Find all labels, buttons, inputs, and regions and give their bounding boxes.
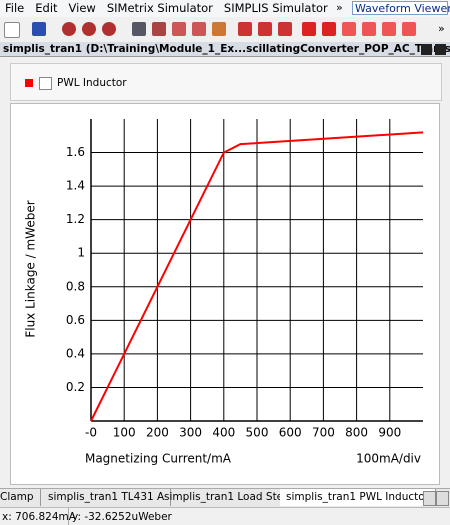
y-tick-label: 1.2 xyxy=(66,212,85,226)
menu-item[interactable]: Edit xyxy=(35,1,58,15)
tool-rms[interactable] xyxy=(342,22,356,36)
tab-scroll-right[interactable] xyxy=(436,491,449,506)
y-tick-label: 0.2 xyxy=(66,380,85,394)
tool-fall[interactable] xyxy=(322,22,336,36)
y-tick-label: 1 xyxy=(77,246,85,260)
tool-zoom-out[interactable] xyxy=(82,22,96,36)
tab[interactable]: Clamp xyxy=(0,489,41,506)
y-tick-label: 1.6 xyxy=(66,145,85,159)
tool-view[interactable] xyxy=(132,22,146,36)
status-x: x: 706.824mA xyxy=(2,511,76,523)
title-close-button[interactable] xyxy=(435,44,446,55)
toolbar-overflow[interactable]: » xyxy=(438,22,445,35)
x-tick-label: 400 xyxy=(212,426,235,440)
tool-rise[interactable] xyxy=(302,22,316,36)
tool-new[interactable] xyxy=(4,22,20,38)
chart: -0 100 200 300 400 500 600 700 800 900 0.2 0.4 0.6 0.… xyxy=(24,119,424,466)
menu-item[interactable]: SIMPLIS Simulator xyxy=(223,1,328,15)
status-bar: x: 706.824mA y: -32.6252uWeber xyxy=(0,507,450,525)
x-tick-label: 300 xyxy=(179,426,202,440)
chart-panel: -0 100 200 300 400 500 600 700 800 900 0.2 0.4 0.6 0.… xyxy=(10,103,440,485)
tool-grid2[interactable] xyxy=(258,22,272,36)
y-tick-label: 0.6 xyxy=(66,313,85,327)
tab-bar: Clamp simplis_tran1 TL431 A simplis_tran… xyxy=(0,488,450,507)
annotation: 100mA/div xyxy=(356,452,421,466)
tool-delete[interactable] xyxy=(152,22,166,36)
toolbar: » xyxy=(0,18,450,43)
tab[interactable]: simplis_tran1 TL431 A xyxy=(42,489,172,506)
y-tick-label: 1.4 xyxy=(66,179,85,193)
viewer-label: Waveform Viewer xyxy=(355,2,450,15)
tool-avg[interactable] xyxy=(362,22,376,36)
window-title: simplis_tran1 (D:\Training\Module_1_Ex..… xyxy=(3,43,450,55)
tool-cursor[interactable] xyxy=(192,22,206,36)
x-tick-label: 100 xyxy=(113,426,136,440)
series-line xyxy=(90,131,424,422)
x-tick-label: 900 xyxy=(378,426,401,440)
tool-edit[interactable] xyxy=(212,22,226,36)
tool-zoom-fit[interactable] xyxy=(102,22,116,36)
x-tick-label: 200 xyxy=(146,426,169,440)
legend-label[interactable]: PWL Inductor xyxy=(57,77,127,89)
viewer-dropdown[interactable]: Waveform Viewer xyxy=(352,1,450,15)
x-tick-label: 600 xyxy=(279,426,302,440)
status-y: y: -32.6252uWeber xyxy=(68,508,172,525)
legend-checkbox[interactable] xyxy=(39,77,52,90)
tool-undo[interactable] xyxy=(32,22,46,36)
y-tick-label: 0.4 xyxy=(66,346,85,360)
menu-bar: File Edit View SIMetrix Simulator SIMPLIS Si… xyxy=(0,0,450,17)
x-axis-label: Magnetizing Current/mA xyxy=(85,452,232,466)
tool-3db[interactable] xyxy=(382,22,396,36)
tool-3db-low[interactable] xyxy=(402,22,416,36)
window-title-bar: simplis_tran1 (D:\Training\Module_1_Ex..… xyxy=(0,42,450,57)
legend-scroll[interactable] xyxy=(429,68,437,96)
legend-swatch xyxy=(25,79,33,87)
x-tick-label: 700 xyxy=(312,426,335,440)
y-tick-label: 0.8 xyxy=(66,279,85,293)
tool-curve[interactable] xyxy=(172,22,186,36)
menu-item[interactable]: SIMetrix Simulator xyxy=(106,1,213,15)
menu-item[interactable]: File xyxy=(5,1,25,15)
tool-grid3[interactable] xyxy=(278,22,292,36)
tool-zoom-in[interactable] xyxy=(62,22,76,36)
menu-overflow[interactable]: » xyxy=(336,1,343,14)
x-tick-label: 800 xyxy=(345,426,368,440)
x-tick-label: 500 xyxy=(246,426,269,440)
y-axis-label: Flux Linkage / mWeber xyxy=(24,200,38,337)
x-tick-label: -0 xyxy=(85,426,97,440)
tab-active[interactable]: simplis_tran1 PWL Inductor xyxy=(280,489,436,506)
legend-panel: PWL Inductor xyxy=(10,63,442,101)
menu-item[interactable]: View xyxy=(68,1,96,15)
title-menu-button[interactable] xyxy=(421,44,432,55)
tool-grid[interactable] xyxy=(238,22,252,36)
tab-scroll-left[interactable] xyxy=(423,491,436,506)
tab[interactable]: simplis_tran1 Load Step xyxy=(158,489,297,506)
